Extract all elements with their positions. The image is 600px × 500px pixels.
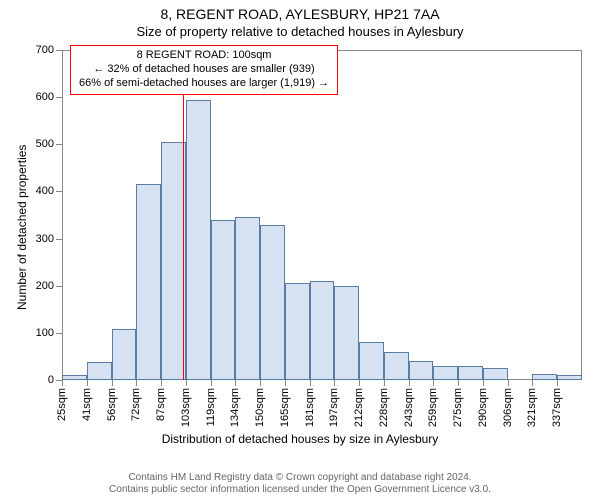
xtick-label: 212sqm	[353, 388, 365, 427]
xtick-line	[458, 380, 459, 386]
xtick-label: 337sqm	[551, 388, 563, 427]
histogram-bar	[260, 225, 285, 380]
xtick-label: 259sqm	[427, 388, 439, 427]
histogram-bar	[136, 184, 161, 380]
chart-subtitle: Size of property relative to detached ho…	[0, 24, 600, 39]
xtick-line	[87, 380, 88, 386]
histogram-bar	[211, 220, 236, 380]
footer-attribution: Contains HM Land Registry data © Crown c…	[0, 472, 600, 496]
ytick-line	[56, 333, 62, 334]
plot-area: 010020030040050060070025sqm41sqm56sqm72s…	[62, 50, 582, 380]
ytick-line	[56, 239, 62, 240]
histogram-bar	[334, 286, 359, 380]
xtick-label: 56sqm	[106, 388, 118, 421]
xtick-label: 243sqm	[403, 388, 415, 427]
xtick-label: 181sqm	[304, 388, 316, 427]
ytick-line	[56, 144, 62, 145]
xtick-label: 306sqm	[502, 388, 514, 427]
xtick-line	[409, 380, 410, 386]
xtick-label: 321sqm	[526, 388, 538, 427]
footer-line-1: Contains HM Land Registry data © Crown c…	[0, 472, 600, 484]
histogram-bar	[186, 100, 211, 381]
ytick-label: 500	[24, 138, 54, 150]
ytick-line	[56, 97, 62, 98]
info-line-3: 66% of semi-detached houses are larger (…	[79, 77, 329, 91]
xtick-line	[136, 380, 137, 386]
xtick-line	[260, 380, 261, 386]
xtick-label: 228sqm	[378, 388, 390, 427]
xtick-line	[384, 380, 385, 386]
histogram-bar	[458, 366, 483, 380]
histogram-bar	[409, 361, 434, 380]
xtick-line	[285, 380, 286, 386]
xtick-line	[359, 380, 360, 386]
page-title: 8, REGENT ROAD, AYLESBURY, HP21 7AA	[0, 6, 600, 22]
ytick-label: 300	[24, 233, 54, 245]
property-marker-line	[183, 50, 184, 380]
xtick-label: 41sqm	[81, 388, 93, 421]
xtick-line	[557, 380, 558, 386]
xtick-label: 165sqm	[279, 388, 291, 427]
histogram-bar	[112, 329, 137, 380]
histogram-bar	[235, 217, 260, 380]
x-axis-label: Distribution of detached houses by size …	[0, 432, 600, 446]
xtick-label: 25sqm	[56, 388, 68, 421]
xtick-line	[532, 380, 533, 386]
xtick-line	[62, 380, 63, 386]
xtick-label: 72sqm	[130, 388, 142, 421]
histogram-bar	[433, 366, 458, 380]
xtick-label: 87sqm	[155, 388, 167, 421]
ytick-label: 400	[24, 185, 54, 197]
ytick-label: 700	[24, 44, 54, 56]
xtick-line	[186, 380, 187, 386]
chart-container: 8, REGENT ROAD, AYLESBURY, HP21 7AA Size…	[0, 0, 600, 500]
xtick-label: 197sqm	[328, 388, 340, 427]
xtick-label: 150sqm	[254, 388, 266, 427]
histogram-bar	[310, 281, 335, 380]
info-line-2: ← 32% of detached houses are smaller (93…	[79, 63, 329, 77]
ytick-label: 600	[24, 91, 54, 103]
xtick-label: 119sqm	[205, 388, 217, 426]
ytick-label: 0	[24, 374, 54, 386]
xtick-line	[310, 380, 311, 386]
info-callout: 8 REGENT ROAD: 100sqm ← 32% of detached …	[70, 45, 338, 95]
histogram-bar	[557, 375, 582, 380]
xtick-label: 290sqm	[477, 388, 489, 427]
xtick-line	[211, 380, 212, 386]
ytick-line	[56, 286, 62, 287]
xtick-label: 103sqm	[180, 388, 192, 427]
xtick-label: 134sqm	[229, 388, 241, 427]
xtick-line	[508, 380, 509, 386]
ytick-label: 200	[24, 280, 54, 292]
ytick-label: 100	[24, 327, 54, 339]
xtick-line	[483, 380, 484, 386]
xtick-line	[112, 380, 113, 386]
histogram-bar	[359, 342, 384, 380]
histogram-bar	[384, 352, 409, 380]
histogram-bar	[532, 374, 557, 380]
xtick-line	[235, 380, 236, 386]
histogram-bar	[285, 283, 310, 380]
xtick-line	[161, 380, 162, 386]
ytick-line	[56, 50, 62, 51]
info-line-1: 8 REGENT ROAD: 100sqm	[79, 49, 329, 63]
xtick-label: 275sqm	[452, 388, 464, 427]
xtick-line	[433, 380, 434, 386]
footer-line-2: Contains public sector information licen…	[0, 484, 600, 496]
ytick-line	[56, 191, 62, 192]
xtick-line	[334, 380, 335, 386]
histogram-bar	[87, 362, 112, 380]
histogram-bar	[483, 368, 508, 380]
histogram-bar	[62, 375, 87, 380]
